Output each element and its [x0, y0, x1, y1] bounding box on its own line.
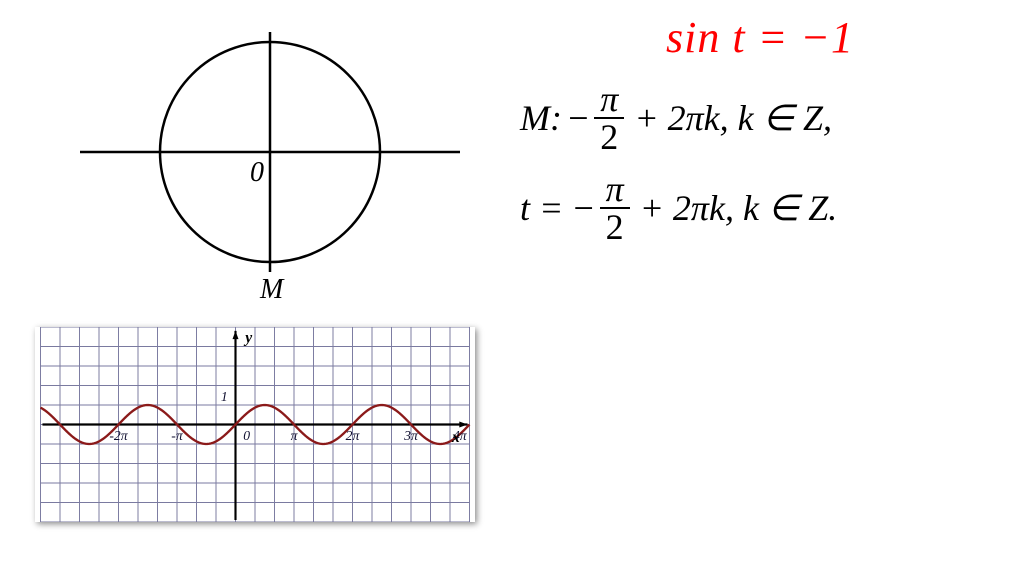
sine-graph-panel: -2π-ππ2π3π4π10xy [35, 327, 475, 522]
fraction-pi-2-b: π 2 [600, 171, 630, 245]
svg-text:-2π: -2π [109, 428, 128, 443]
fraction-pi-2-a: π 2 [594, 81, 624, 155]
equation-m: M: − π 2 + 2πk, k ∈ Z, [520, 81, 1000, 155]
point-m-label: M [260, 274, 283, 306]
eq-m-tail: + 2πk, k ∈ Z, [634, 97, 832, 139]
frac-num-b: π [600, 171, 630, 209]
svg-text:0: 0 [243, 428, 250, 443]
svg-text:y: y [243, 330, 252, 347]
svg-text:1: 1 [221, 389, 228, 404]
frac-den-b: 2 [600, 209, 630, 245]
sine-graph-svg: -2π-ππ2π3π4π10xy [35, 327, 475, 522]
svg-text:2π: 2π [346, 428, 361, 443]
frac-den-a: 2 [594, 119, 624, 155]
svg-text:x: x [451, 429, 460, 446]
svg-text:3π: 3π [403, 428, 419, 443]
equation-block: sin t = −1 M: − π 2 + 2πk, k ∈ Z, t = − … [520, 12, 1000, 261]
frac-num-a: π [594, 81, 624, 119]
title-equation: sin t = −1 [520, 12, 1000, 63]
svg-text:π: π [291, 428, 299, 443]
svg-text:-π: -π [171, 428, 184, 443]
eq-minus-1: − [566, 97, 590, 139]
unit-circle-svg [60, 12, 480, 312]
equation-t: t = − π 2 + 2πk, k ∈ Z. [520, 171, 1000, 245]
eq-t-prefix: t = [520, 187, 563, 229]
origin-label: 0 [250, 157, 264, 189]
unit-circle-diagram: 0 M [60, 12, 480, 312]
eq-minus-2: − [571, 187, 595, 229]
eq-t-tail: + 2πk, k ∈ Z. [640, 187, 838, 229]
eq-m-prefix: M: [520, 97, 562, 139]
